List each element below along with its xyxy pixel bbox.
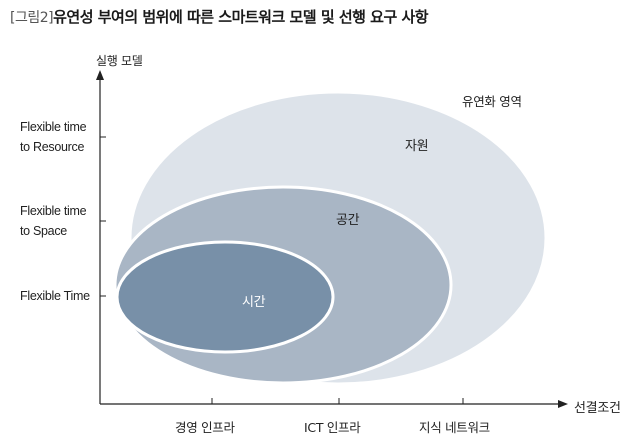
flexibility-area-label: 유연화 영역 xyxy=(462,94,522,109)
y-level-time-line1: Flexible Time xyxy=(20,289,90,303)
figure-number: [그림2] xyxy=(10,10,54,26)
figure-title: [그림2]유연성 부여의 범위에 따른 스마트워크 모델 및 선행 요구 사항 xyxy=(10,6,429,27)
space-region-label: 공간 xyxy=(336,213,360,228)
figure-title-text: 유연성 부여의 범위에 따른 스마트워크 모델 및 선행 요구 사항 xyxy=(53,8,429,26)
resource-region-label: 자원 xyxy=(405,139,429,154)
y-level-space: Flexible time to Space xyxy=(20,201,87,241)
time-region-label: 시간 xyxy=(242,295,266,310)
y-axis-label: 실행 모델 xyxy=(96,54,143,68)
y-level-space-line2: to Space xyxy=(20,224,67,238)
y-level-resource-line2: to Resource xyxy=(20,140,85,154)
time-region xyxy=(115,240,335,354)
y-level-resource: Flexible time to Resource xyxy=(20,117,87,157)
x-level-management-infra: 경영 인프라 xyxy=(175,420,235,435)
x-level-ict-infra: ICT 인프라 xyxy=(304,420,361,435)
x-level-knowledge-network: 지식 네트워크 xyxy=(419,420,490,435)
y-level-space-line1: Flexible time xyxy=(20,204,87,218)
x-axis-label: 선결조건 xyxy=(574,401,621,416)
y-level-resource-line1: Flexible time xyxy=(20,120,87,134)
y-level-time: Flexible Time xyxy=(20,286,90,306)
x-axis-arrow-icon xyxy=(558,400,568,408)
y-axis-arrow-icon xyxy=(96,70,104,80)
